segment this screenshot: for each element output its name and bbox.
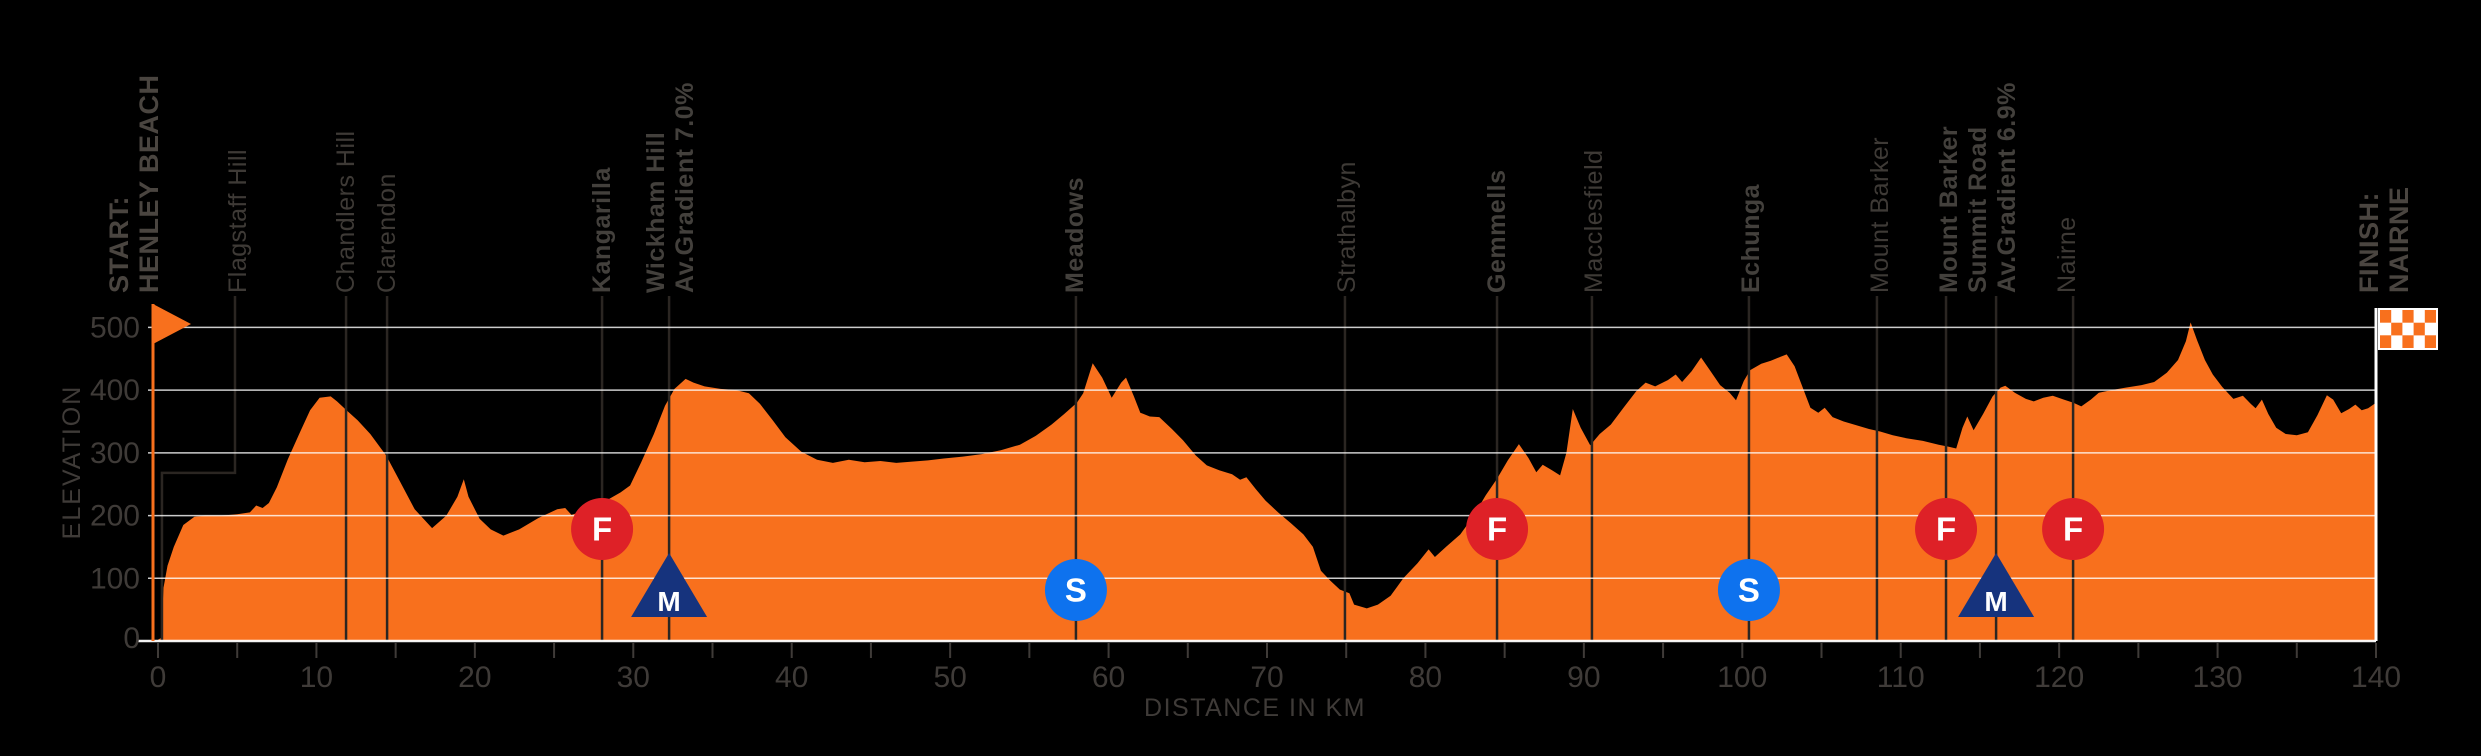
route-line-elbow — [160, 296, 237, 641]
waypoint-label-line: Kangarilla — [587, 167, 616, 293]
feed-marker-letter: F — [1487, 511, 1507, 548]
x-tick-label: 130 — [2193, 661, 2243, 694]
y-tick-label: 200 — [90, 500, 140, 533]
x-tick-label: 80 — [1409, 661, 1442, 694]
waypoint-label-line: Wickham Hill — [642, 131, 670, 293]
feed-circle-icon — [2042, 498, 2105, 560]
finish-flag-checker-cell — [2424, 335, 2436, 348]
kom-marker-letter: M — [657, 586, 680, 617]
x-tick-label: 90 — [1567, 661, 1600, 694]
waypoint-label-gemmells: Gemmells — [1483, 169, 1512, 293]
sprint-circle-icon — [1717, 559, 1780, 621]
waypoint-label-line: START: — [103, 196, 134, 293]
x-tick-label: 50 — [933, 661, 966, 694]
waypoint-label-line: Nairne — [2052, 216, 2081, 293]
waypoint-label-line: Mount Barker — [1865, 136, 1894, 293]
waypoint-label-line: Echunga — [1736, 183, 1765, 293]
waypoint-label-echunga: Echunga — [1737, 184, 1766, 293]
waypoint-label-chandlers-hill: Chandlers Hill — [332, 130, 361, 293]
waypoint-label-line: Summit Road — [1963, 126, 1992, 293]
feed-circle-icon — [1915, 498, 1978, 560]
y-axis-title: ELEVATION — [58, 385, 86, 540]
x-tick-label: 110 — [1877, 661, 1925, 694]
x-tick-label: 140 — [2351, 661, 2401, 694]
feed-marker-letter: F — [2063, 511, 2083, 548]
feed-marker-letter: F — [1936, 511, 1956, 548]
feed-circle-icon — [1466, 498, 1529, 560]
y-tick-label: 0 — [123, 622, 140, 655]
waypoint-label-line: HENLEY BEACH — [133, 74, 164, 293]
finish-flag-checker-cell — [2380, 335, 2392, 348]
waypoint-label-line: Av.Gradient 6.9% — [1992, 82, 2021, 293]
waypoint-label-line: Av.Gradient 7.0% — [671, 82, 699, 293]
elevation-area — [158, 322, 2376, 641]
waypoint-label-strathalbyn: Strathalbyn — [1333, 161, 1362, 293]
waypoint-label-mount-barker: Mount Barker — [1866, 137, 1895, 293]
waypoint-label-nairne: Nairne — [2053, 216, 2082, 293]
waypoint-label-line: Strathalbyn — [1332, 161, 1361, 293]
x-tick-label: 30 — [617, 661, 650, 694]
waypoint-label-line: Mount Barker — [1934, 125, 1963, 293]
finish-flag — [2374, 308, 2439, 641]
finish-flag-checker-cell — [2402, 310, 2414, 323]
x-tick-label: 0 — [150, 661, 167, 694]
sprint-circle-icon — [1044, 559, 1107, 621]
waypoint-label-line: Meadows — [1061, 176, 1090, 293]
x-tick-label: 40 — [775, 661, 808, 694]
finish-flag-checker-cell — [2391, 322, 2403, 336]
finish-flag-checker-cell — [2380, 310, 2392, 323]
x-tick-label: 60 — [1092, 661, 1125, 694]
feed-circle-icon — [571, 498, 634, 560]
waypoint-label-line: Gemmells — [1482, 169, 1511, 293]
x-axis-title: DISTANCE IN KM — [1144, 694, 1366, 722]
start-flag — [151, 304, 191, 641]
waypoint-label-line: Macclesfield — [1579, 149, 1608, 293]
waypoint-label-line: Clarendon — [372, 173, 401, 293]
waypoint-label-kangarilla: Kangarilla — [588, 167, 617, 293]
waypoint-label-line: Flagstaff Hill — [223, 148, 252, 293]
kom-triangle-icon — [631, 553, 708, 617]
y-tick-label: 300 — [90, 437, 140, 470]
elevation-area-path — [158, 322, 2376, 641]
waypoint-label-line: NAIRNE — [2383, 186, 2414, 293]
kom-marker-letter: M — [1984, 586, 2007, 617]
waypoint-label-clarendon: Clarendon — [373, 173, 402, 293]
x-axis-ticks: 0 10 20 30 40 50 60 70 80 90 100 110 120 130 140 — [150, 643, 2401, 694]
waypoint-label-mount-barker-summit: Mount Barker Summit Road Av.Gradient 6.9% — [1935, 82, 2022, 293]
waypoint-label-wickham-hill: Wickham Hill Av.Gradient 7.0% — [642, 82, 700, 293]
feed-marker-letter: F — [592, 511, 612, 548]
waypoint-label-flagstaff-hill: Flagstaff Hill — [224, 149, 253, 293]
waypoint-label-line: Chandlers Hill — [331, 130, 360, 293]
finish-flag-checker-cell — [2402, 335, 2414, 348]
waypoint-label-finish-nairne: FINISH: NAIRNE — [2354, 186, 2414, 293]
kom-triangle-icon — [1958, 553, 2035, 617]
y-tick-label: 100 — [90, 562, 140, 595]
x-tick-label: 100 — [1717, 661, 1767, 694]
y-tick-label: 500 — [90, 311, 140, 344]
waypoint-label-meadows: Meadows — [1061, 177, 1090, 293]
sprint-marker-letter: S — [1738, 572, 1760, 609]
route-markers: F M S F S F M F — [571, 498, 2105, 621]
waypoint-label-start-henley-beach: START: HENLEY BEACH — [104, 74, 164, 293]
waypoint-label-line: FINISH: — [2353, 192, 2384, 293]
sprint-marker-letter: S — [1065, 572, 1087, 609]
x-tick-label: 70 — [1250, 661, 1283, 694]
finish-flag-checker-cell — [2413, 322, 2425, 336]
y-tick-label: 400 — [90, 374, 140, 407]
start-pennant-icon — [153, 304, 191, 344]
waypoint-label-macclesfield: Macclesfield — [1580, 149, 1609, 293]
x-tick-label: 20 — [458, 661, 491, 694]
x-tick-label: 120 — [2034, 661, 2084, 694]
finish-flag-checker-cell — [2424, 310, 2436, 323]
x-tick-label: 10 — [300, 661, 333, 694]
